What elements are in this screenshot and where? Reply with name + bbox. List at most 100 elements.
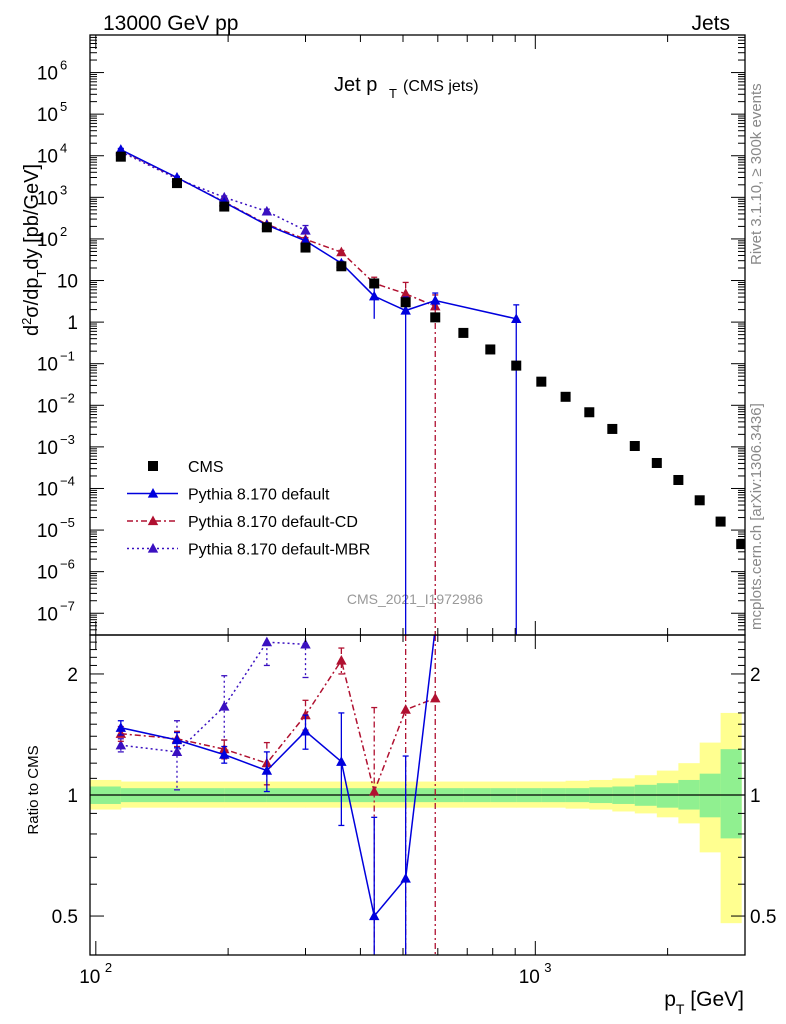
legend-label: CMS	[188, 459, 224, 476]
y-tick-label-exponent: 5	[60, 99, 67, 114]
data-point	[430, 312, 441, 323]
data-point	[673, 474, 684, 485]
y-tick-label: 10	[37, 64, 58, 85]
data-point	[219, 201, 230, 212]
data-point	[607, 423, 618, 434]
data-point	[560, 391, 571, 402]
legend-item: Pythia 8.170 default-MBR	[127, 542, 370, 559]
y-tick-label-exponent: 6	[60, 58, 67, 73]
data-point	[536, 376, 547, 387]
legend-label: Pythia 8.170 default	[188, 487, 330, 504]
series-dashdot	[115, 144, 441, 635]
side-url-label: mcplots.cern.ch [arXiv:1306.3436]	[748, 403, 765, 630]
data-point	[261, 222, 272, 233]
legend-marker	[148, 461, 158, 471]
data-point	[300, 224, 311, 235]
y-tick-label-exponent: −1	[60, 349, 75, 364]
y-tick-label-exponent: 3	[60, 182, 67, 197]
plot-title-note: (CMS jets)	[403, 78, 479, 95]
y-tick-label-exponent: −3	[60, 432, 75, 447]
data-point	[694, 495, 705, 506]
ratio-series-solid	[115, 635, 436, 955]
series-dotted	[115, 146, 311, 236]
ratio-point	[336, 655, 347, 665]
y-tick-label: 1	[67, 313, 78, 334]
ratio-point	[300, 709, 311, 720]
x-tick-label-exponent: 3	[544, 960, 551, 975]
ratio-point	[300, 725, 311, 736]
main-plot-data	[115, 144, 745, 635]
ratio-point	[261, 765, 273, 775]
y-tick-label: 10	[37, 604, 58, 625]
ratio-point	[368, 786, 380, 796]
category-label: Jets	[691, 12, 730, 35]
data-point	[584, 407, 595, 418]
plot-title-sub: T	[389, 86, 397, 101]
ratio-series-dotted	[115, 635, 311, 791]
ratio-y-tick-label-right: 2	[750, 665, 761, 686]
y-tick-label-exponent: −4	[60, 473, 75, 488]
data-point	[115, 144, 127, 154]
y-tick-label: 10	[37, 438, 58, 459]
data-point	[511, 360, 522, 371]
data-point	[300, 235, 311, 245]
data-point	[115, 151, 126, 162]
ratio-y-tick-label: 1	[67, 786, 78, 807]
legend-item: Pythia 8.170 default	[127, 487, 330, 504]
y-tick-label-exponent: −5	[60, 515, 75, 530]
series-cms	[115, 151, 745, 550]
plot-title-main: Jet p	[334, 74, 377, 96]
legend-marker	[147, 515, 159, 526]
y-tick-label: 10	[37, 479, 58, 500]
y-tick-label: 10	[37, 147, 58, 168]
legend-item: CMS	[148, 459, 224, 476]
data-point	[651, 457, 662, 468]
ratio-series-line	[120, 641, 306, 753]
ratio-series-line	[120, 658, 436, 795]
y-tick-label: 10	[37, 188, 58, 209]
legend-label: Pythia 8.170 default-MBR	[188, 542, 370, 559]
y-tick-label-exponent: 4	[60, 141, 67, 156]
data-point	[629, 441, 640, 452]
x-axis-title: pT [GeV]	[664, 988, 744, 1017]
ratio-point	[300, 638, 311, 649]
side-rivet-label: Rivet 3.1.10, ≥ 300k events	[748, 83, 765, 265]
ratio-plot-data	[115, 635, 441, 955]
data-point	[736, 539, 745, 550]
data-point	[430, 295, 441, 305]
ratio-point	[400, 704, 411, 714]
legend: CMS Pythia 8.170 default Pythia 8.170 defa…	[127, 459, 370, 559]
data-point	[485, 344, 496, 355]
ratio-point	[400, 872, 411, 883]
data-point	[715, 516, 726, 527]
x-tick-label: 10	[519, 967, 540, 988]
y-tick-label: 10	[37, 230, 58, 251]
ratio-point	[261, 636, 273, 647]
ratio-uncertainty-bands	[90, 712, 745, 924]
ratio-point	[368, 910, 380, 921]
legend-marker	[147, 488, 159, 498]
ratio-point	[115, 739, 127, 750]
y-tick-label: 10	[37, 355, 58, 376]
plot-title: Jet p T (CMS jets)	[334, 74, 479, 101]
ratio-point	[336, 756, 347, 766]
ratio-point	[171, 734, 183, 745]
analysis-id: CMS_2021_I1972986	[347, 591, 483, 607]
series-solid	[115, 144, 522, 635]
energy-label: 13000 GeV pp	[103, 12, 238, 35]
ratio-y-tick-label: 2	[67, 665, 78, 686]
x-tick-label: 10	[79, 967, 100, 988]
series-line	[120, 148, 517, 320]
data-point	[300, 242, 311, 253]
y-tick-label-exponent: −2	[60, 390, 75, 405]
ratio-series-dashdot	[115, 635, 441, 955]
y-tick-label: 10	[57, 272, 78, 293]
ratio-point	[115, 722, 127, 732]
data-point	[369, 278, 380, 289]
y-tick-label-exponent: −7	[60, 598, 75, 613]
legend-marker	[147, 543, 159, 553]
data-point	[261, 205, 273, 216]
data-point	[336, 246, 347, 257]
